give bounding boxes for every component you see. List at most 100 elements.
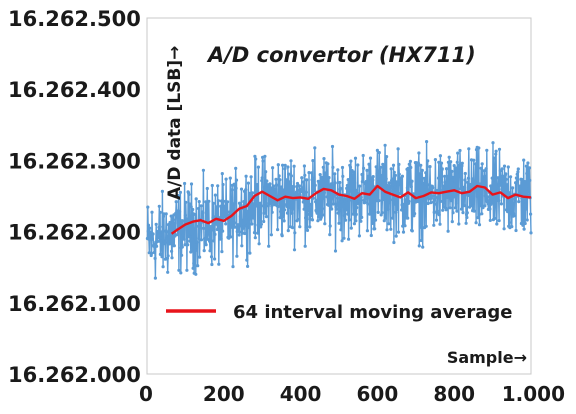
raw-data-point (161, 214, 166, 218)
raw-data-point (213, 193, 217, 197)
raw-data-point (236, 223, 240, 227)
raw-data-point (366, 202, 370, 206)
raw-data-point (383, 143, 387, 147)
plot-area-frame (146, 17, 532, 375)
raw-data-point (482, 174, 487, 178)
raw-data-point (215, 227, 219, 232)
raw-data-point (239, 224, 243, 228)
raw-data-point (479, 166, 483, 170)
raw-data-point (177, 268, 181, 272)
raw-data-point (197, 236, 201, 240)
raw-data-point (160, 189, 164, 193)
raw-data-point (451, 175, 455, 179)
raw-data-point (353, 181, 357, 185)
raw-data-point (336, 211, 340, 215)
raw-data-point (193, 227, 197, 231)
raw-data-point (428, 165, 432, 169)
x-axis-label: Sample→ (447, 348, 527, 367)
raw-data-point (330, 207, 334, 211)
raw-data-point (446, 174, 450, 178)
raw-data-point (380, 173, 384, 178)
raw-data-point (459, 207, 464, 211)
raw-data-point (283, 167, 287, 171)
raw-data-point (248, 251, 252, 255)
raw-data-point (528, 178, 532, 182)
raw-data-point (352, 222, 356, 226)
raw-data-point (198, 255, 202, 259)
raw-data-point (480, 212, 484, 216)
raw-data-point (334, 207, 338, 211)
raw-data-point (439, 161, 444, 165)
raw-data-point (310, 171, 314, 175)
raw-data-point (500, 187, 504, 191)
raw-data-point (351, 212, 355, 216)
raw-data-point (388, 198, 393, 202)
raw-data-point (200, 215, 204, 219)
raw-data-point (189, 182, 194, 186)
raw-data-point (338, 180, 342, 185)
raw-data-point (344, 208, 348, 212)
raw-data-point (259, 225, 263, 229)
raw-data-point (282, 208, 287, 212)
raw-data-point (359, 195, 363, 199)
raw-data-point (396, 230, 401, 234)
raw-data-point (201, 168, 205, 172)
raw-data-point (512, 214, 516, 218)
raw-data-point (252, 202, 256, 206)
raw-data-point (206, 231, 210, 235)
raw-data-point (304, 190, 308, 194)
raw-data-point (506, 210, 510, 214)
raw-data-point (527, 166, 532, 170)
raw-data-point (443, 180, 447, 184)
raw-data-point (281, 215, 285, 219)
raw-data-point (292, 185, 296, 189)
raw-data-point (276, 163, 280, 167)
raw-data-point (281, 188, 285, 192)
raw-data-point (434, 188, 438, 192)
raw-data-point (391, 163, 396, 167)
raw-data-point (510, 225, 514, 229)
raw-data-point (492, 156, 496, 160)
raw-data-point (309, 214, 313, 218)
raw-data-point (247, 191, 252, 195)
raw-data-point (497, 199, 501, 203)
raw-data-point (159, 236, 163, 240)
raw-data-point (250, 222, 254, 226)
raw-data-point (411, 201, 415, 205)
raw-data-point (297, 205, 301, 209)
raw-data-point (420, 178, 424, 182)
raw-data-point (353, 156, 358, 160)
raw-data-point (401, 230, 406, 234)
raw-data-point (497, 147, 502, 151)
raw-data-point (228, 176, 232, 180)
raw-data-point (447, 155, 451, 159)
raw-data-point (480, 162, 484, 166)
raw-data-point (332, 202, 336, 206)
raw-data-point (453, 179, 457, 183)
raw-data-point (525, 171, 529, 176)
raw-data-point (302, 207, 306, 211)
raw-data-point (329, 182, 333, 186)
raw-data-point (243, 212, 247, 217)
raw-data-point (257, 217, 262, 221)
raw-data-point (439, 174, 443, 178)
raw-data-point (436, 195, 440, 200)
raw-data-point (330, 144, 335, 149)
raw-data-point (327, 203, 331, 207)
raw-data-point (466, 176, 470, 180)
raw-data-point (170, 249, 174, 253)
raw-data-point (473, 180, 477, 185)
raw-data-point (364, 182, 368, 186)
raw-data-point (176, 233, 180, 237)
raw-data-point (372, 206, 376, 210)
raw-data-point (459, 167, 463, 171)
raw-data-point (380, 211, 384, 215)
raw-data-point (180, 245, 184, 249)
raw-data-point (269, 233, 273, 237)
raw-data-point (336, 168, 340, 172)
raw-data-point (156, 236, 160, 240)
raw-data-point (247, 226, 251, 230)
raw-data-point (328, 224, 332, 228)
raw-data-point (417, 244, 421, 248)
raw-data-point (426, 159, 430, 163)
